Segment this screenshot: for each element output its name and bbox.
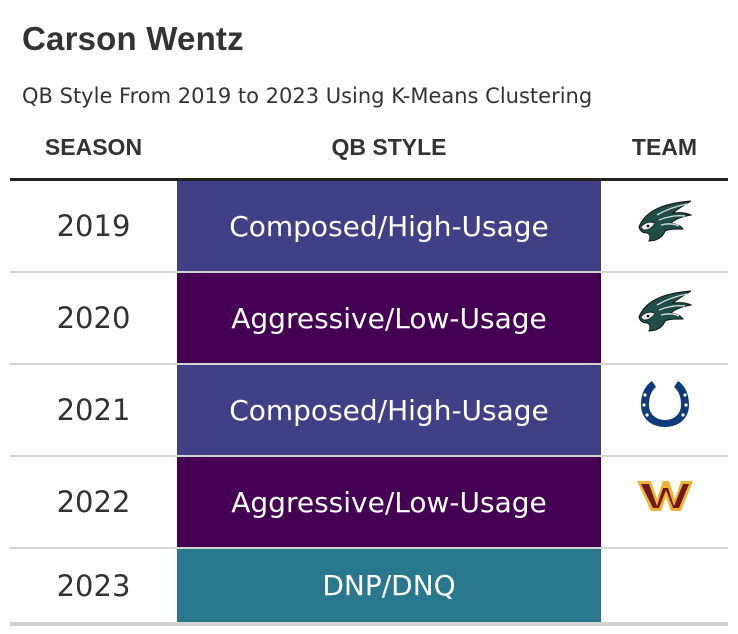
page-title: Carson Wentz — [22, 20, 244, 57]
season-cell: 2022 — [56, 485, 131, 519]
eagles-logo-icon — [638, 200, 693, 242]
table-row: 2023 DNP/DNQ — [10, 549, 728, 626]
table-row: 2021 Composed/High-Usage — [10, 365, 728, 457]
page-subtitle: QB Style From 2019 to 2023 Using K-Means… — [22, 84, 593, 108]
season-cell: 2023 — [56, 568, 131, 603]
table-header: SEASON QB STYLE TEAM — [10, 126, 728, 181]
team-cell — [601, 549, 728, 622]
season-cell: 2020 — [56, 301, 131, 335]
qb-style-cell: Composed/High-Usage — [177, 181, 601, 271]
header-season: SEASON — [44, 134, 143, 160]
header-qb-style: QB STYLE — [331, 134, 447, 160]
eagles-logo-icon — [638, 290, 693, 332]
qb-style-table: SEASON QB STYLE TEAM 2019 Composed/High-… — [10, 126, 728, 626]
commanders-w-icon — [637, 481, 693, 511]
season-cell: 2019 — [56, 209, 131, 243]
qb-style-cell: Aggressive/Low-Usage — [177, 457, 601, 547]
team-cell — [601, 273, 728, 363]
qb-style-cell: DNP/DNQ — [177, 549, 601, 622]
team-cell — [601, 181, 728, 271]
team-cell — [601, 457, 728, 547]
header-team: TEAM — [631, 134, 698, 160]
table-row: 2020 Aggressive/Low-Usage — [10, 273, 728, 365]
table-row: 2019 Composed/High-Usage — [10, 181, 728, 273]
team-cell — [601, 365, 728, 455]
table-row: 2022 Aggressive/Low-Usage — [10, 457, 728, 549]
season-cell: 2021 — [56, 393, 131, 427]
qb-style-cell: Aggressive/Low-Usage — [177, 273, 601, 363]
colts-horseshoe-icon — [641, 381, 689, 427]
qb-style-cell: Composed/High-Usage — [177, 365, 601, 455]
